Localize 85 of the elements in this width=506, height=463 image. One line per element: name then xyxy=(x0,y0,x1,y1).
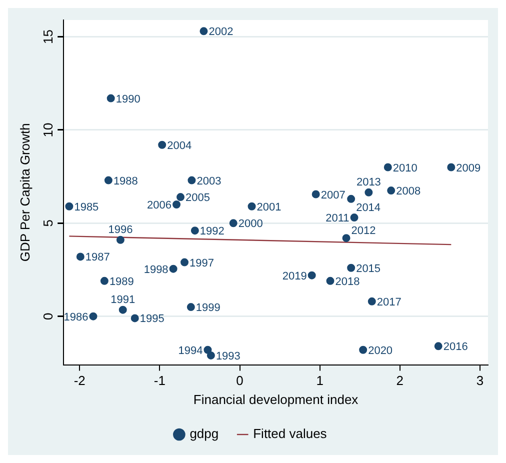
point xyxy=(384,163,392,172)
annotation: 1987 xyxy=(85,252,110,264)
annotation: 2010 xyxy=(392,162,418,174)
annotation: 1991 xyxy=(110,294,136,306)
annotation: 2002 xyxy=(208,26,234,38)
annotation: 2009 xyxy=(456,162,481,174)
point xyxy=(188,176,196,184)
point xyxy=(206,351,215,360)
point xyxy=(158,140,166,149)
annotation: 2011 xyxy=(326,212,350,225)
point xyxy=(104,176,112,184)
point xyxy=(359,346,368,354)
x-tick-label: 0 xyxy=(236,373,244,388)
point xyxy=(347,194,356,203)
annotation: 1986 xyxy=(64,311,88,324)
x-axis-title: Financial development index xyxy=(193,392,359,407)
annotation: 2003 xyxy=(196,175,222,188)
point xyxy=(176,193,185,202)
annotation: 1995 xyxy=(140,313,164,326)
legend-label: gdpg xyxy=(190,426,219,442)
legend-label: Fitted values xyxy=(253,426,328,442)
point xyxy=(76,252,84,261)
annotation: 2006 xyxy=(147,200,172,212)
point xyxy=(200,27,208,36)
annotation: 2012 xyxy=(351,225,376,238)
annotation: 2001 xyxy=(256,201,282,214)
y-tick-label: 0 xyxy=(40,312,56,320)
point xyxy=(248,202,256,210)
annotation: 1996 xyxy=(108,224,133,236)
annotation: 2004 xyxy=(167,140,192,152)
annotation: 1993 xyxy=(216,350,240,363)
annotation: 2007 xyxy=(320,189,346,202)
point xyxy=(368,297,376,306)
x-tick-label: 1 xyxy=(316,373,324,388)
point xyxy=(326,276,334,285)
annotation: 1999 xyxy=(196,302,220,314)
annotation: 2005 xyxy=(186,192,210,204)
annotation: 1998 xyxy=(144,264,168,276)
point xyxy=(186,303,195,312)
point xyxy=(180,258,189,266)
point xyxy=(308,271,316,280)
point xyxy=(65,202,74,210)
y-tick-label: 5 xyxy=(40,220,56,227)
annotation: 2019 xyxy=(282,270,307,282)
point xyxy=(312,190,320,198)
annotation: 2013 xyxy=(356,176,381,188)
annotation: 1990 xyxy=(116,93,140,106)
x-tick-label: 3 xyxy=(476,373,484,388)
point xyxy=(447,163,456,172)
point xyxy=(118,306,127,314)
annotation: 1988 xyxy=(113,175,138,188)
annotation: 2014 xyxy=(356,202,381,214)
x-tick-label: -1 xyxy=(154,373,166,388)
point xyxy=(342,234,350,242)
y-tick-label: 15 xyxy=(40,30,56,44)
point xyxy=(229,219,238,228)
point xyxy=(106,94,115,102)
point xyxy=(347,264,356,272)
point xyxy=(364,188,373,196)
point xyxy=(172,200,181,209)
annotation: 2015 xyxy=(356,262,381,275)
annotation: 1985 xyxy=(74,201,99,214)
x-tick-label: -2 xyxy=(74,373,86,388)
annotation: 2008 xyxy=(396,186,421,198)
point xyxy=(387,186,396,195)
point xyxy=(434,342,442,350)
annotation: 1989 xyxy=(109,276,134,288)
point xyxy=(190,226,199,235)
point xyxy=(130,314,139,322)
annotation: 2017 xyxy=(376,296,402,308)
point xyxy=(89,312,98,320)
point xyxy=(169,264,178,273)
y-tick-label: 10 xyxy=(40,122,56,138)
annotation: 2016 xyxy=(443,341,468,354)
annotation: 2000 xyxy=(238,218,263,230)
x-tick-label: 2 xyxy=(396,373,404,388)
annotation: 1992 xyxy=(200,226,224,238)
annotation: 1997 xyxy=(190,257,214,270)
point xyxy=(116,236,124,244)
annotation: 2018 xyxy=(335,276,360,288)
annotation: 1994 xyxy=(178,344,203,357)
point xyxy=(100,276,108,285)
annotation: 2020 xyxy=(368,344,393,357)
y-axis-title: GDP Per Capita Growth xyxy=(17,123,32,262)
point xyxy=(350,214,358,222)
